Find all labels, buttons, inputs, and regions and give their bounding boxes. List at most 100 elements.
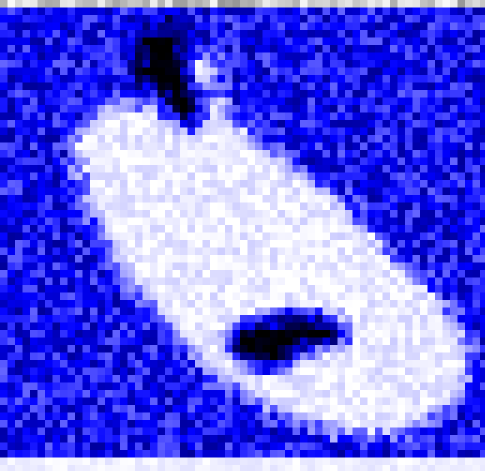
pixel bbox=[232, 202, 241, 211]
pixel bbox=[150, 172, 159, 181]
pixel bbox=[420, 105, 429, 114]
pixel bbox=[142, 150, 151, 159]
pixel bbox=[105, 375, 114, 384]
pixel bbox=[450, 397, 459, 406]
pixel bbox=[82, 247, 91, 256]
pixel bbox=[7, 352, 16, 361]
pixel bbox=[82, 112, 91, 121]
pixel bbox=[105, 45, 114, 54]
pixel bbox=[157, 330, 166, 339]
pixel bbox=[465, 150, 474, 159]
pixel bbox=[60, 375, 69, 384]
pixel bbox=[120, 67, 129, 76]
pixel bbox=[240, 247, 249, 256]
pixel bbox=[442, 427, 451, 436]
pixel bbox=[240, 330, 249, 339]
pixel bbox=[0, 45, 9, 54]
pixel bbox=[142, 105, 151, 114]
pixel bbox=[142, 450, 151, 459]
pixel bbox=[157, 262, 166, 271]
pixel bbox=[240, 435, 249, 444]
pixel bbox=[75, 67, 84, 76]
pixel bbox=[135, 202, 144, 211]
pixel bbox=[405, 390, 414, 399]
pixel bbox=[172, 292, 181, 301]
pixel bbox=[367, 52, 376, 61]
pixel bbox=[157, 67, 166, 76]
pixel bbox=[90, 157, 99, 166]
pixel bbox=[255, 435, 264, 444]
pixel bbox=[180, 105, 189, 114]
pixel bbox=[75, 337, 84, 346]
pixel bbox=[352, 195, 361, 204]
pixel bbox=[405, 397, 414, 406]
pixel bbox=[45, 142, 54, 151]
pixel bbox=[262, 60, 271, 69]
pixel bbox=[172, 165, 181, 174]
pixel bbox=[97, 247, 106, 256]
pixel bbox=[322, 375, 331, 384]
pixel bbox=[15, 15, 24, 24]
pixel bbox=[67, 337, 76, 346]
pixel bbox=[457, 262, 466, 271]
pixel bbox=[150, 165, 159, 174]
pixel bbox=[7, 300, 16, 309]
pixel bbox=[7, 180, 16, 189]
pixel bbox=[142, 345, 151, 354]
pixel bbox=[172, 150, 181, 159]
pixel bbox=[225, 450, 234, 459]
pixel bbox=[225, 435, 234, 444]
pixel bbox=[480, 157, 485, 166]
pixel bbox=[330, 292, 339, 301]
pixel bbox=[240, 67, 249, 76]
pixel bbox=[270, 285, 279, 294]
pixel bbox=[465, 240, 474, 249]
pixel bbox=[412, 82, 421, 91]
pixel bbox=[60, 180, 69, 189]
pixel bbox=[37, 262, 46, 271]
pixel bbox=[105, 75, 114, 84]
pixel bbox=[360, 277, 369, 286]
pixel bbox=[292, 82, 301, 91]
pixel bbox=[405, 15, 414, 24]
pixel bbox=[180, 322, 189, 331]
pixel bbox=[210, 172, 219, 181]
pixel bbox=[277, 217, 286, 226]
pixel bbox=[45, 45, 54, 54]
pixel bbox=[210, 60, 219, 69]
pixel bbox=[450, 120, 459, 129]
pixel bbox=[225, 150, 234, 159]
pixel bbox=[112, 397, 121, 406]
pixel bbox=[330, 382, 339, 391]
pixel bbox=[285, 180, 294, 189]
pixel bbox=[270, 345, 279, 354]
pixel bbox=[442, 390, 451, 399]
pixel bbox=[105, 52, 114, 61]
pixel bbox=[37, 345, 46, 354]
pixel bbox=[157, 60, 166, 69]
pixel bbox=[210, 270, 219, 279]
pixel bbox=[292, 277, 301, 286]
pixel bbox=[465, 435, 474, 444]
pixel bbox=[450, 90, 459, 99]
pixel bbox=[352, 0, 361, 9]
pixel bbox=[322, 247, 331, 256]
pixel bbox=[480, 90, 485, 99]
pixel bbox=[97, 450, 106, 459]
pixel bbox=[375, 52, 384, 61]
pixel bbox=[67, 37, 76, 46]
pixel bbox=[97, 157, 106, 166]
pixel bbox=[127, 135, 136, 144]
pixel bbox=[345, 397, 354, 406]
pixel bbox=[330, 67, 339, 76]
pixel bbox=[442, 262, 451, 271]
pixel bbox=[427, 67, 436, 76]
pixel bbox=[22, 442, 31, 451]
pixel bbox=[127, 90, 136, 99]
pixel bbox=[480, 322, 485, 331]
pixel bbox=[217, 112, 226, 121]
pixel bbox=[45, 255, 54, 264]
pixel bbox=[450, 435, 459, 444]
pixel bbox=[397, 375, 406, 384]
pixel bbox=[450, 405, 459, 414]
